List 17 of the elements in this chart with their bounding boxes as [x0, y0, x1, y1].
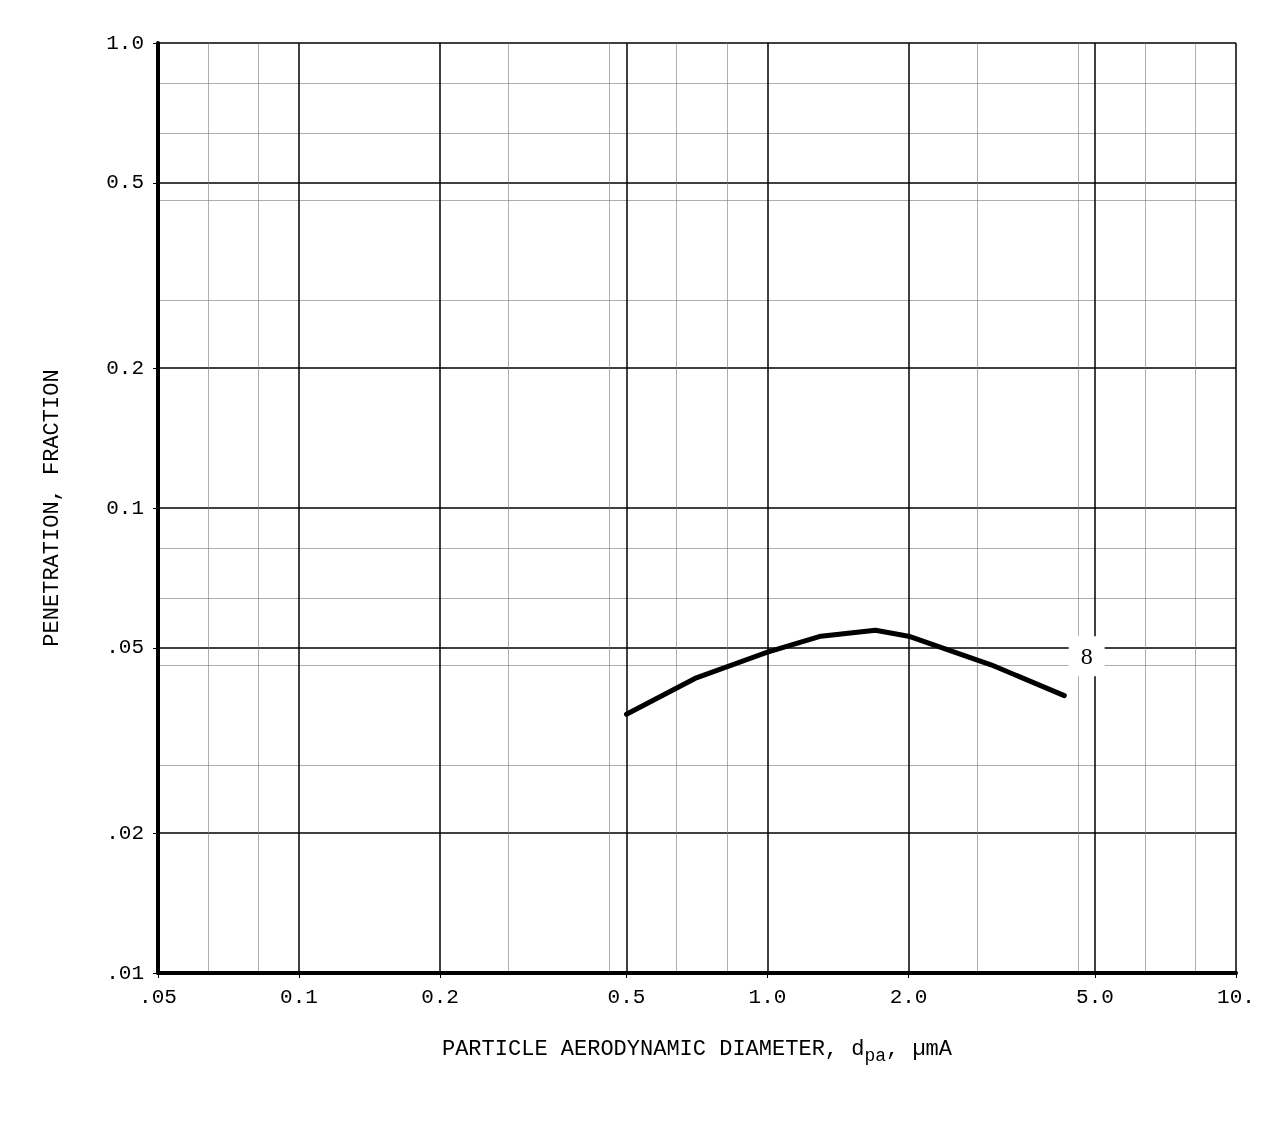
y-tick-label: 0.2 [106, 356, 144, 380]
y-axis-title: PENETRATION, FRACTION [39, 369, 65, 647]
y-tick-label: .01 [106, 961, 144, 985]
x-tick-label: 0.5 [607, 986, 646, 1009]
x-tick-label: 5.0 [1076, 986, 1114, 1009]
x-tick-label: 0.2 [421, 986, 459, 1009]
x-tick-label: .05 [139, 986, 177, 1009]
y-tick-label: .05 [106, 636, 144, 660]
annotation: 8 [1080, 643, 1093, 670]
x-tick-label: 2.0 [889, 986, 928, 1009]
y-tick-label: .02 [106, 821, 144, 845]
y-tick-label: 1.0 [106, 31, 144, 55]
x-tick-label: 1.0 [748, 986, 787, 1009]
x-tick-label: 10. [1217, 986, 1255, 1009]
x-tick-label: 0.1 [280, 986, 318, 1009]
y-tick-label: 0.5 [106, 171, 144, 195]
y-tick-label: 0.1 [106, 496, 144, 520]
